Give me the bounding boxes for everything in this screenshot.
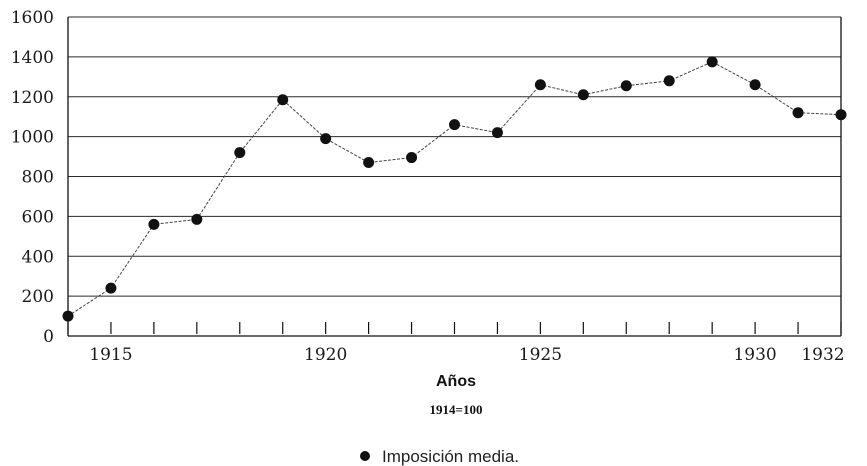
data-point [792,107,804,119]
data-point [534,79,546,91]
x-axis-label: Años [436,373,476,390]
y-tick-label: 1200 [11,88,54,108]
y-tick-label: 200 [22,287,54,307]
base-year-note: 1914=100 [430,402,483,417]
y-tick-label: 600 [22,207,54,227]
legend-marker-icon [360,451,370,461]
data-point [191,213,203,225]
axes [67,17,842,337]
data-point [148,218,160,230]
data-point [105,282,117,294]
data-point [706,56,718,68]
y-tick-label: 800 [22,168,54,188]
data-point [62,310,74,322]
data-point [491,127,503,139]
x-tick-label: 1930 [733,345,776,365]
data-point [363,157,375,169]
legend: Imposición media. [360,447,519,466]
data-point [663,75,675,87]
y-tick-label: 0 [43,327,54,347]
data-point [749,79,761,91]
data-point [835,109,847,121]
data-point [234,147,246,159]
y-tick-label: 1600 [11,8,54,28]
y-axis-ticks: 0 200 400 600 800 1000 1200 1400 1600 [11,8,54,347]
data-point [277,94,289,106]
grid-lines [68,16,841,297]
x-axis-ticks: 1915 1920 1925 1930 1932 [67,322,845,365]
y-tick-label: 1400 [11,48,54,68]
x-tick-label: 1932 [801,345,844,365]
y-tick-label: 400 [22,247,54,267]
data-point [577,89,589,101]
data-point [620,80,632,92]
series-line [67,61,842,317]
data-point [449,119,460,131]
data-series [62,56,847,322]
y-tick-label: 1000 [11,128,54,148]
legend-label: Imposición media. [382,447,519,466]
data-point [320,133,332,145]
x-tick-label: 1925 [519,345,562,365]
data-point [406,152,418,164]
x-tick-label: 1915 [89,345,132,365]
x-tick-label: 1920 [304,345,347,365]
